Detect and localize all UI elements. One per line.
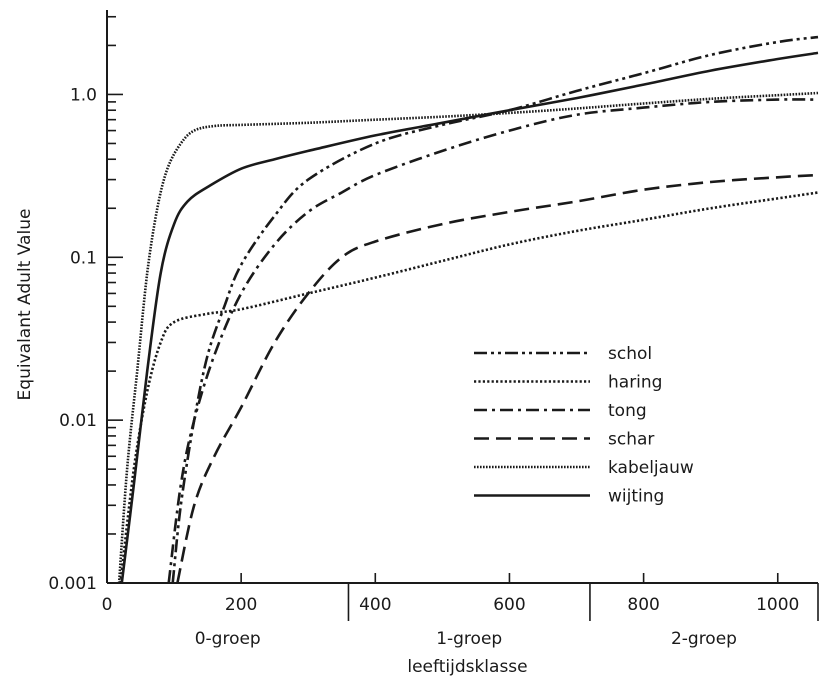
y-axis-title: Equivalant Adult Value — [15, 209, 35, 401]
y-tick-label: 0.1 — [70, 248, 97, 268]
x-axis-title: leeftijdsklasse — [407, 657, 527, 677]
x-group-label: 2-groep — [671, 629, 737, 649]
series-line-wijting — [120, 51, 819, 584]
x-tick-label: 1000 — [756, 595, 799, 615]
legend-label-wijting: wijting — [608, 487, 664, 507]
x-tick-label: 600 — [493, 595, 525, 615]
series-line-schol — [171, 35, 819, 584]
legend-label-haring: haring — [608, 373, 662, 393]
y-tick-label: 0.001 — [48, 574, 97, 594]
legend-label-schol: schol — [608, 344, 652, 364]
x-tick-label: 0 — [102, 595, 113, 615]
y-tick-label: 1.0 — [70, 85, 97, 105]
legend-label-kabeljauw: kabeljauw — [608, 458, 694, 478]
y-tick-label: 0.01 — [59, 411, 97, 431]
series-line-schar — [176, 173, 819, 584]
x-tick-label: 400 — [359, 595, 391, 615]
legend-label-tong: tong — [608, 401, 647, 421]
axes: 0.001 0.01 0.1 1.0 0 200 400 600 800 1000 0-groep 1… — [48, 10, 819, 649]
series-line-haring — [119, 191, 819, 584]
x-group-label: 1-groep — [436, 629, 502, 649]
legend-label-schar: schar — [608, 430, 654, 450]
series-group — [117, 35, 819, 584]
series-line-kabeljauw — [117, 91, 819, 584]
x-tick-label: 200 — [225, 595, 257, 615]
series-line-tong — [167, 98, 819, 584]
x-group-label: 0-groep — [195, 629, 261, 649]
x-tick-label: 800 — [627, 595, 659, 615]
legend: schol haring tong schar kabeljauw wijting — [474, 344, 694, 507]
